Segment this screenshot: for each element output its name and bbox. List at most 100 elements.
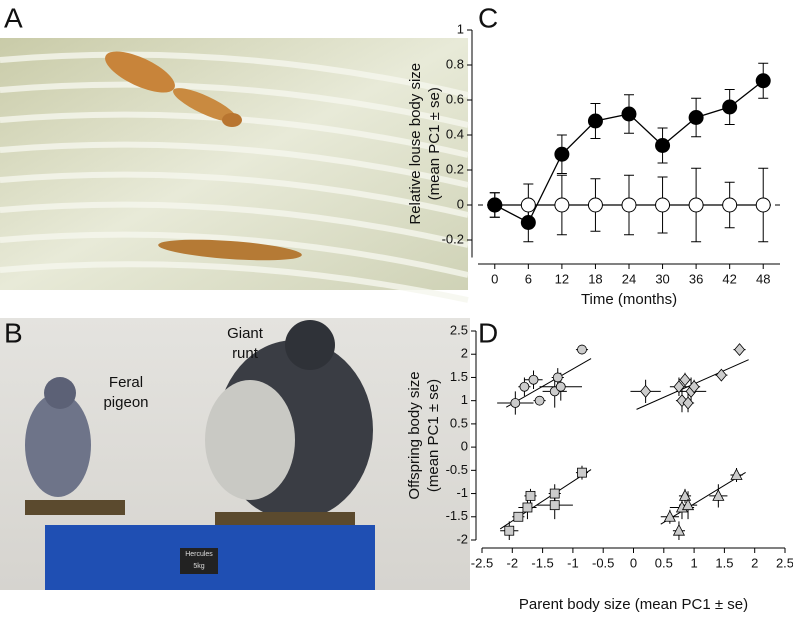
y-tick-label: -1.5 bbox=[446, 508, 468, 523]
marker bbox=[682, 396, 694, 410]
marker bbox=[487, 197, 503, 213]
y-tick-label: -0.2 bbox=[442, 231, 464, 246]
x-tick-label: -2 bbox=[507, 555, 519, 570]
y-tick-label: 0.6 bbox=[446, 91, 464, 106]
marker bbox=[554, 146, 570, 162]
x-tick-label: 24 bbox=[622, 271, 636, 286]
x-tick-label: 36 bbox=[689, 271, 703, 286]
x-tick-label: 30 bbox=[655, 271, 669, 286]
marker bbox=[678, 489, 692, 501]
y-axis-label: Offspring body size bbox=[406, 371, 423, 499]
x-tick-label: 18 bbox=[588, 271, 602, 286]
marker bbox=[681, 498, 695, 511]
marker bbox=[621, 197, 637, 213]
x-tick-label: -1 bbox=[567, 555, 579, 570]
x-tick-label: 42 bbox=[722, 271, 736, 286]
fit-line bbox=[660, 471, 746, 525]
x-tick-label: 0.5 bbox=[655, 555, 673, 570]
marker bbox=[504, 525, 515, 536]
marker bbox=[522, 502, 533, 513]
y-tick-label: 0.5 bbox=[450, 415, 468, 430]
marker bbox=[528, 374, 539, 385]
photo-caption: runt bbox=[232, 345, 259, 362]
marker bbox=[520, 215, 536, 230]
marker bbox=[525, 490, 536, 501]
marker bbox=[679, 373, 691, 387]
y-tick-label: 0 bbox=[457, 196, 464, 211]
marker bbox=[520, 197, 536, 213]
marker bbox=[715, 368, 727, 382]
x-tick-label: -0.5 bbox=[592, 555, 614, 570]
x-tick-label: 48 bbox=[756, 271, 770, 286]
marker bbox=[688, 197, 704, 213]
x-tick-label: 12 bbox=[555, 271, 569, 286]
panel-label: C bbox=[478, 2, 498, 33]
marker bbox=[577, 467, 587, 478]
x-tick-label: 0 bbox=[630, 555, 637, 570]
marker bbox=[549, 500, 560, 511]
panel-label: D bbox=[478, 317, 498, 348]
marker bbox=[755, 73, 771, 89]
y-tick-label: 0.4 bbox=[446, 126, 464, 141]
panel-label: A bbox=[4, 2, 23, 33]
x-tick-label: 6 bbox=[525, 271, 532, 286]
marker bbox=[730, 468, 743, 480]
marker bbox=[510, 398, 521, 408]
x-tick-label: 2 bbox=[751, 555, 758, 570]
marker bbox=[534, 395, 545, 406]
x-tick-label: 1 bbox=[690, 555, 697, 570]
photo-caption: Feral bbox=[109, 374, 143, 391]
marker bbox=[621, 106, 637, 122]
marker bbox=[688, 380, 700, 394]
marker bbox=[688, 110, 704, 125]
marker bbox=[513, 511, 524, 522]
y-axis-label: (mean PC1 ± se) bbox=[426, 87, 443, 200]
marker bbox=[587, 197, 603, 213]
marker bbox=[554, 197, 570, 213]
panel-label: B bbox=[4, 317, 23, 348]
marker bbox=[655, 138, 671, 153]
y-tick-label: 1 bbox=[457, 21, 464, 36]
y-tick-label: 2 bbox=[461, 346, 468, 361]
y-tick-label: 0 bbox=[461, 439, 468, 454]
x-tick-label: -1.5 bbox=[531, 555, 553, 570]
marker bbox=[549, 488, 560, 499]
marker bbox=[673, 380, 685, 394]
y-tick-label: -2 bbox=[456, 531, 468, 546]
x-tick-label: 2.5 bbox=[776, 555, 793, 570]
y-tick-label: 0.2 bbox=[446, 161, 464, 176]
marker bbox=[552, 372, 563, 383]
marker bbox=[655, 197, 671, 213]
marker bbox=[755, 197, 771, 213]
marker bbox=[519, 381, 530, 392]
photo-caption: pigeon bbox=[103, 394, 148, 411]
marker bbox=[663, 510, 676, 522]
y-tick-label: 1.5 bbox=[450, 369, 468, 384]
photo-caption: Giant bbox=[227, 325, 264, 342]
y-axis-label: Relative louse body size bbox=[407, 63, 424, 225]
x-tick-label: -2.5 bbox=[471, 555, 493, 570]
marker bbox=[640, 384, 652, 398]
marker bbox=[722, 99, 738, 115]
x-axis-label: Time (months) bbox=[581, 291, 677, 308]
x-tick-label: 1.5 bbox=[715, 555, 733, 570]
fit-line bbox=[505, 358, 592, 408]
marker bbox=[712, 489, 725, 501]
marker bbox=[676, 394, 688, 408]
marker bbox=[672, 523, 686, 536]
marker bbox=[734, 343, 746, 357]
y-tick-label: 1 bbox=[461, 392, 468, 407]
marker bbox=[587, 113, 603, 129]
photo-lice bbox=[0, 38, 469, 303]
y-tick-label: -0.5 bbox=[446, 462, 468, 477]
marker bbox=[722, 197, 738, 213]
y-axis-label: (mean PC1 ± se) bbox=[425, 379, 442, 492]
x-tick-label: 0 bbox=[491, 271, 498, 286]
photo-pigeons bbox=[0, 318, 470, 590]
y-tick-label: 2.5 bbox=[450, 322, 468, 337]
marker bbox=[577, 344, 587, 355]
marker bbox=[555, 381, 566, 392]
scale-weight: 5kg bbox=[193, 563, 204, 570]
scale-brand: Hercules bbox=[185, 551, 213, 558]
